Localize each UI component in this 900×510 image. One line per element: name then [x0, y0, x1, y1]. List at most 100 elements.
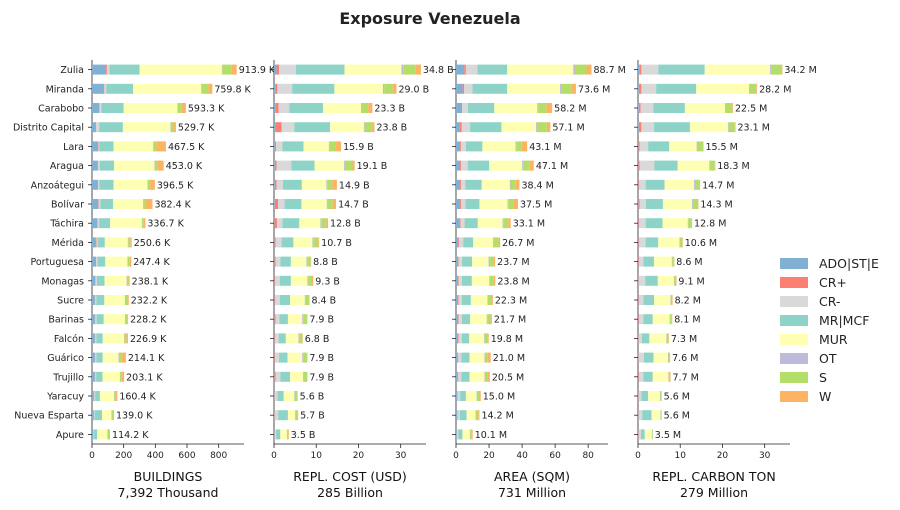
legend-swatch — [780, 296, 808, 307]
bar-segment-cr- — [274, 391, 275, 401]
bar-segment-mr-mcf — [96, 352, 103, 363]
bar-segment-ado-st-e — [274, 275, 275, 286]
bar-segment-mr-mcf — [96, 275, 105, 286]
bar-segment-ado-st-e — [274, 371, 275, 382]
bar-segment-s — [670, 295, 673, 305]
bar-segment-s — [728, 122, 735, 133]
bar-segment-w — [734, 122, 736, 133]
bar-segment-s — [536, 122, 547, 133]
bar-segment-mr-mcf — [641, 333, 650, 344]
bar-segment-cr- — [638, 179, 640, 190]
bar-segment-ado-st-e — [456, 410, 458, 421]
bar-segment-ado-st-e — [456, 352, 458, 363]
bar-segment-cr- — [95, 371, 97, 382]
bar-segment-mur — [113, 141, 154, 152]
bar-segment-mur — [469, 371, 485, 382]
bar-segment-ot — [295, 410, 296, 421]
bar-segment-mur — [344, 64, 402, 75]
bar-segment-mr-mcf — [654, 160, 678, 171]
bar-segment-ot — [302, 314, 304, 325]
bar-segment-s — [487, 314, 491, 325]
bar-segment-ot — [673, 275, 675, 286]
bar-segment-ado-st-e — [92, 141, 99, 152]
bar-segment-ado-st-e — [638, 275, 639, 286]
bar-value-label: 7.9 B — [309, 372, 334, 383]
bar-segment-s — [329, 141, 337, 152]
bar-segment-mur — [658, 237, 680, 248]
bar-segment-cr- — [94, 333, 96, 344]
bar-segment-w — [571, 83, 576, 94]
bar-segment-ot — [221, 64, 223, 75]
bar-segment-mr-mcf — [282, 141, 304, 152]
bar-segment-mr-mcf — [467, 103, 495, 113]
bar-segment-cr- — [275, 314, 280, 325]
bar-segment-cr- — [275, 237, 282, 248]
bar-segment-s — [749, 83, 757, 94]
bar-segment-ot — [154, 160, 155, 171]
bar-segment-cr- — [639, 295, 644, 305]
category-label: Falcón — [54, 334, 84, 345]
bar-segment-cr- — [458, 256, 459, 267]
bar-segment-ado-st-e — [92, 391, 94, 401]
bar-segment-ado-st-e — [274, 295, 275, 305]
bar-segment-s — [484, 352, 488, 363]
bar-segment-s — [299, 333, 303, 344]
bar-segment-w — [129, 256, 132, 267]
bar-segment-ot — [127, 256, 128, 267]
legend-swatch — [780, 258, 808, 269]
bar-segment-mr-mcf — [640, 429, 645, 440]
bar-segment-mur — [287, 352, 303, 363]
bar-segment-cr- — [93, 391, 95, 401]
bar-value-label: 15.0 M — [483, 392, 515, 403]
bar-value-label: 14.3 M — [700, 200, 732, 211]
bar-segment-ot — [522, 160, 524, 171]
bar-segment-w — [310, 256, 312, 267]
bar-segment-mur — [105, 256, 128, 267]
legend-swatch — [780, 334, 808, 345]
x-tick-label: 800 — [210, 451, 227, 461]
bar-segment-cr- — [95, 122, 96, 133]
bar-segment-w — [156, 141, 166, 152]
bar-segment-mr-mcf — [96, 295, 105, 305]
bar-segment-mr-mcf — [467, 160, 490, 171]
bar-segment-cr- — [460, 160, 462, 171]
bar-segment-cr- — [95, 275, 96, 286]
bar-segment-s — [508, 199, 514, 209]
bar-segment-s — [652, 429, 653, 440]
bar-segment-cr- — [97, 218, 100, 229]
bar-segment-ot — [201, 83, 203, 94]
bar-segment-ado-st-e — [274, 199, 275, 209]
bar-value-label: 759.8 K — [214, 84, 251, 95]
bar-segment-mr-mcf — [472, 83, 508, 94]
bar-segment-w — [109, 429, 111, 440]
bar-value-label: 7.9 B — [309, 315, 334, 326]
bar-segment-cr- — [98, 199, 101, 209]
bar-segment-s — [510, 179, 516, 190]
category-label: Monagas — [41, 276, 84, 287]
legend-entry-label: S — [819, 370, 827, 385]
bar-segment-mr-mcf — [645, 237, 659, 248]
bar-segment-mur — [494, 103, 538, 113]
bar-segment-s — [725, 103, 733, 113]
bar-segment-s — [538, 103, 547, 113]
bar-segment-ado-st-e — [456, 160, 461, 171]
bar-segment-w — [306, 371, 308, 382]
bar-segment-mur — [285, 333, 299, 344]
bar-value-label: 7.3 M — [671, 334, 697, 345]
bar-segment-mr-mcf — [278, 410, 288, 421]
bar-segment-s — [475, 410, 479, 421]
bar-segment-ot — [143, 199, 144, 209]
bar-segment-ado-st-e — [456, 237, 459, 248]
bar-segment-ot — [111, 410, 112, 421]
bar-value-label: 88.7 M — [593, 65, 625, 76]
bar-segment-ado-st-e — [274, 122, 276, 133]
bar-segment-s — [670, 314, 672, 325]
bar-segment-cr- — [458, 314, 462, 325]
bar-segment-ot — [363, 122, 365, 133]
bar-value-label: 58.2 M — [554, 104, 586, 115]
bar-segment-w — [318, 237, 320, 248]
bar-segment-w — [714, 160, 716, 171]
bar-segment-w — [332, 199, 337, 209]
bar-segment-ot — [469, 429, 471, 440]
bar-segment-ot — [307, 275, 309, 286]
